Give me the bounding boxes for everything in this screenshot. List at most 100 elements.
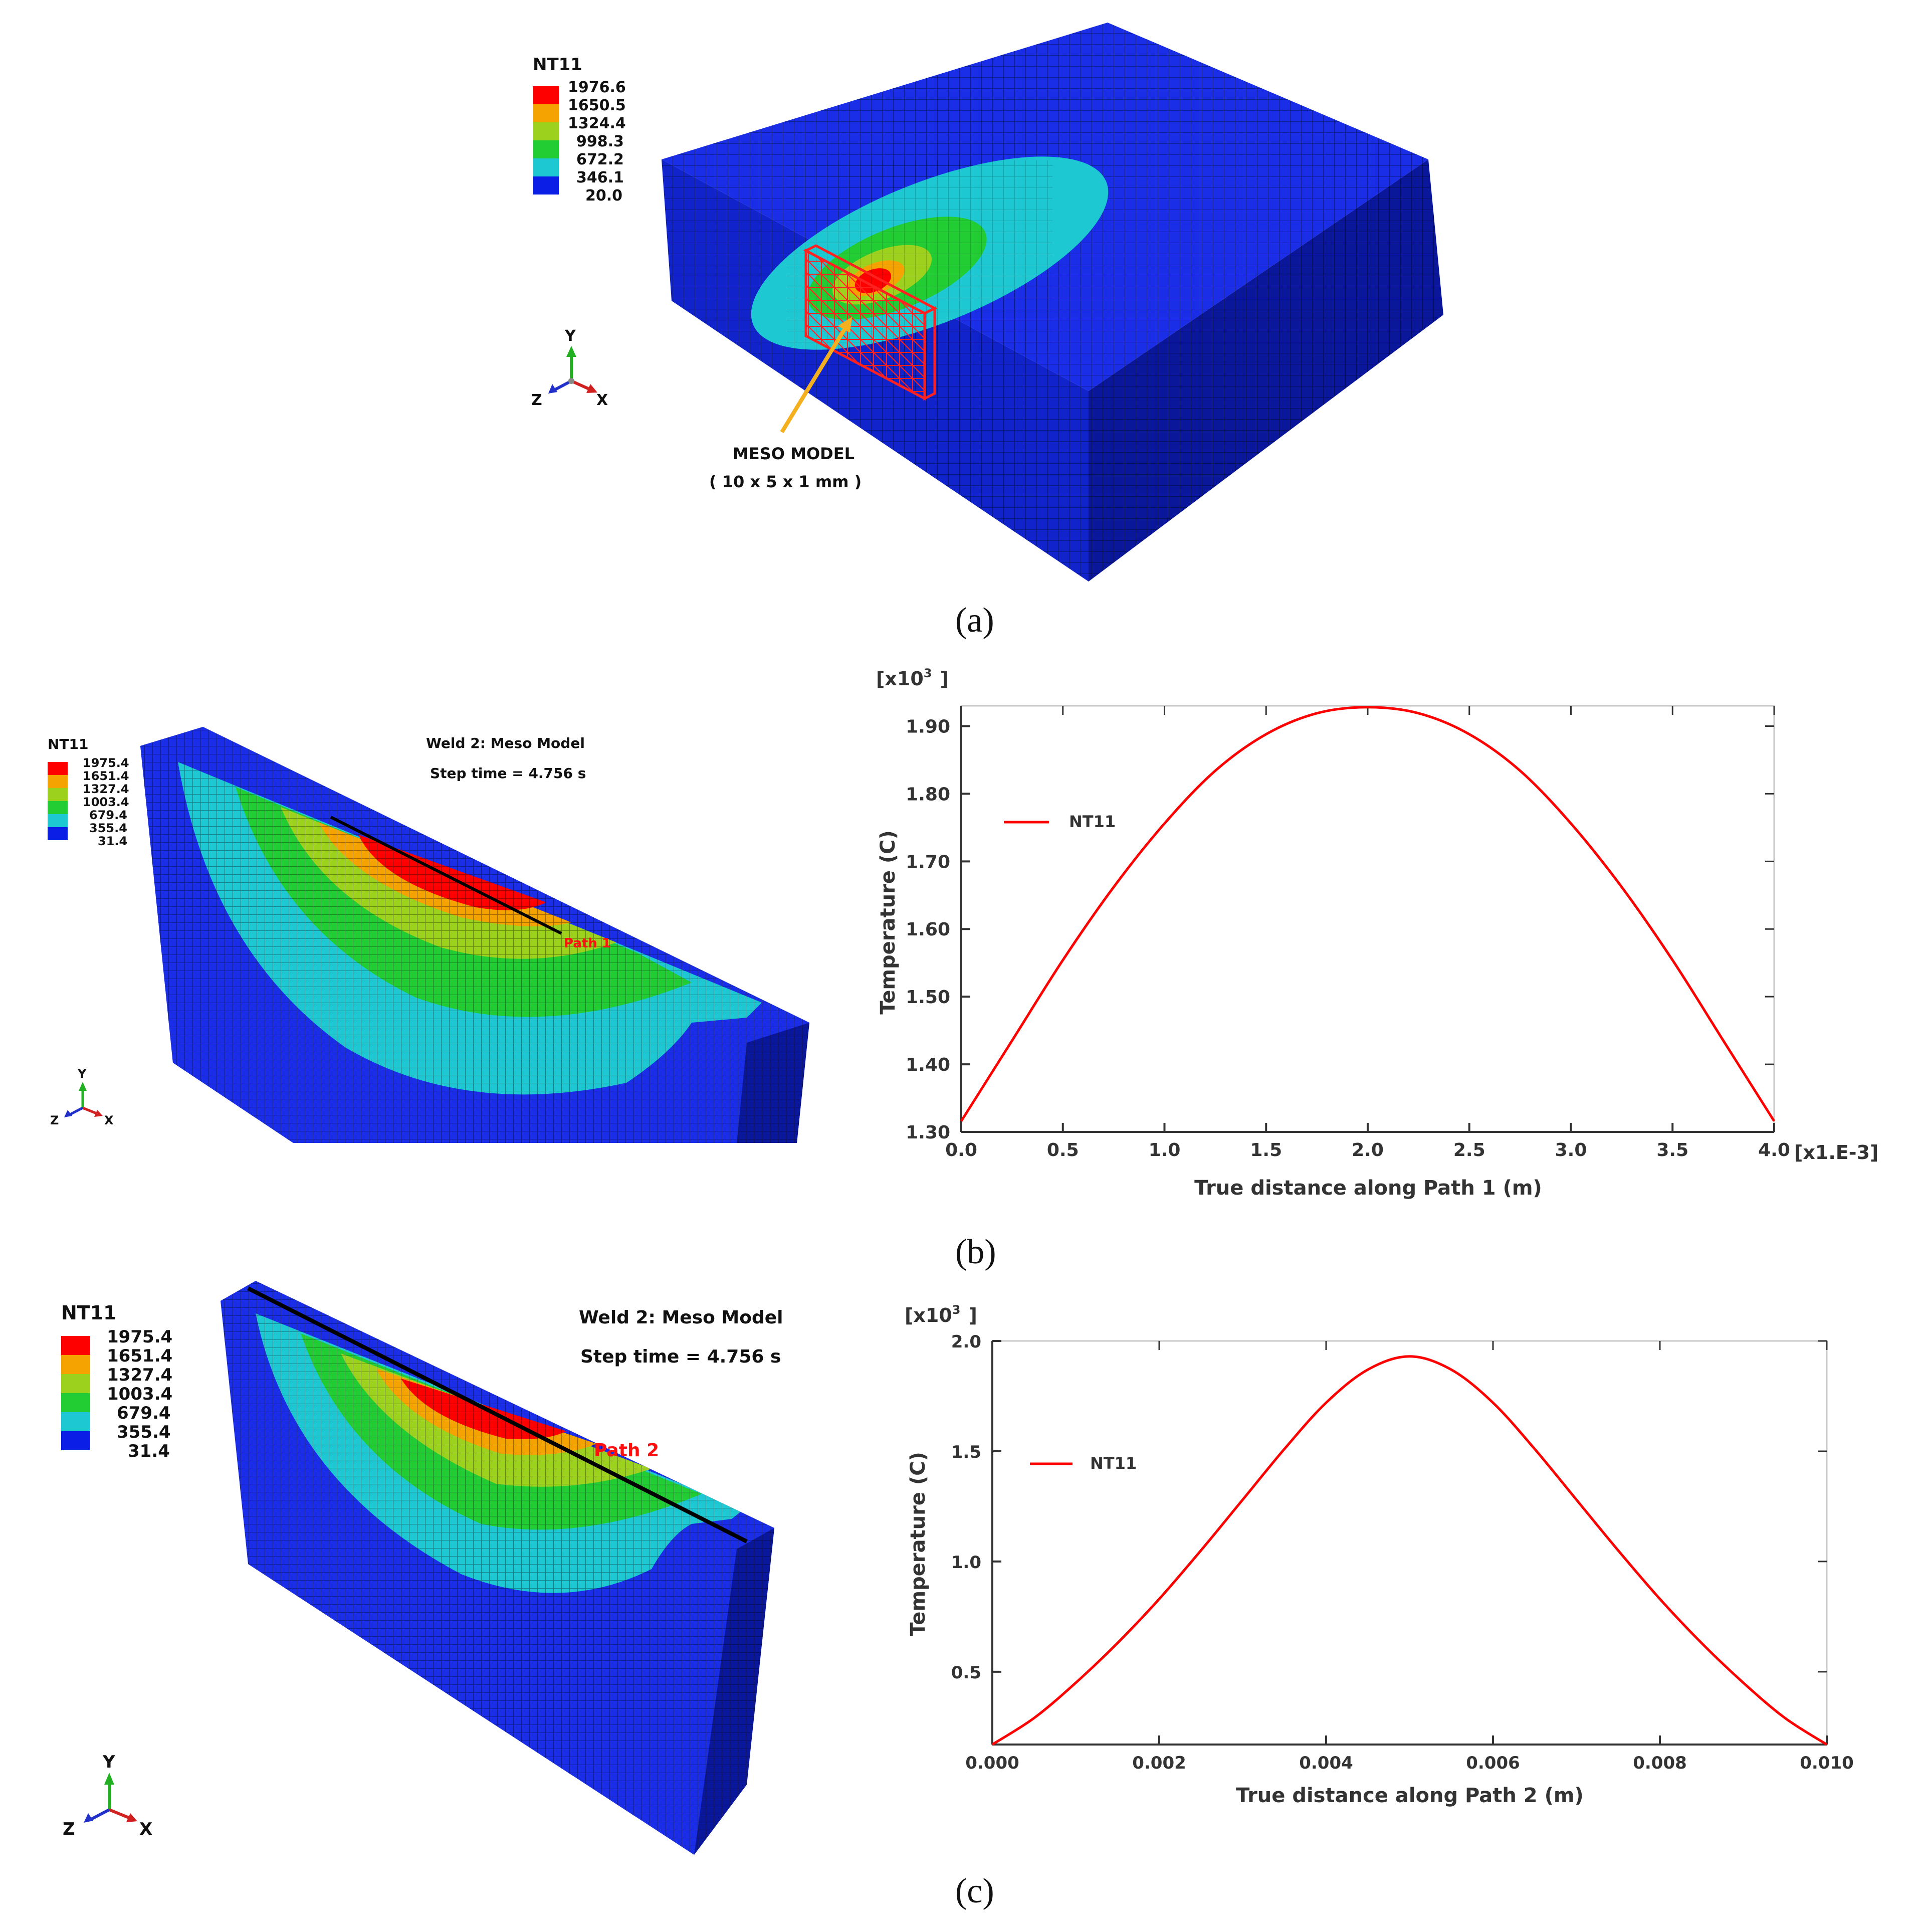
- y-tick-label: 1.70: [906, 852, 950, 872]
- legend-value-a-5: 346.1: [576, 169, 624, 186]
- legend-chart-1: NT11: [1004, 812, 1116, 831]
- chart-path-1: 0.0 0.5 1.0 1.5 2.0 2.5 3.0 3.5 4.0 1.30 1.40 1.50 1…: [876, 666, 1878, 1200]
- axis-label-y-a: Y: [564, 327, 576, 345]
- chart-path-2: 0.000 0.002 0.004 0.006 0.008 0.010 0.5 1.0 1.5 2…: [905, 1303, 1854, 1807]
- y-tick-label: 1.30: [906, 1122, 950, 1143]
- legend-value-a-0: 1976.6: [568, 79, 626, 96]
- legend-value-a-2: 1324.4: [568, 115, 626, 132]
- axis-triad-a: Y Z X: [531, 327, 608, 409]
- panel-b-model: NT11 1975.4 1651.4 1327.4 1003.4 679.4 3…: [48, 727, 809, 1143]
- macro-model-block: [662, 23, 1443, 582]
- x-tick-label: 1.0: [1149, 1140, 1181, 1161]
- y-multiplier-exp-1: 3: [924, 666, 932, 680]
- annotation-line-1: MESO MODEL: [733, 444, 854, 463]
- legend-title-a: NT11: [533, 55, 582, 75]
- x-tick-label: 3.0: [1555, 1140, 1587, 1161]
- axis-label-z-b: Z: [50, 1113, 59, 1127]
- x-tick-label: 0.008: [1633, 1753, 1687, 1773]
- y-axis-label-chart-2: Temperature (C): [907, 1452, 930, 1636]
- legend-chart-2: NT11: [1030, 1454, 1137, 1473]
- plot-frame-1: [960, 705, 1775, 1133]
- axis-label-z-a: Z: [531, 392, 542, 409]
- legend-value-b-2: 1327.4: [83, 782, 129, 796]
- y-multiplier-chart-2: [x103]: [905, 1303, 977, 1326]
- path-1-line: [330, 816, 562, 935]
- panel-c-model: NT11 1975.4 1651.4 1327.4 1003.4 679.4 3…: [61, 1281, 783, 1855]
- step-time-c: Step time = 4.756 s: [580, 1346, 781, 1367]
- legend-swatch-cyan: [533, 158, 559, 176]
- meso-model-section-b: Path 1: [140, 727, 809, 1143]
- y-multiplier-chart-1: [x103]: [876, 666, 949, 690]
- caption-b: (b): [955, 1233, 996, 1271]
- legend-value-b-4: 679.4: [89, 808, 127, 822]
- x-tick-label: 1.5: [1250, 1140, 1282, 1161]
- series-line-nt11-path1: [960, 706, 1776, 1122]
- x-axis-label-chart-2: True distance along Path 2 (m): [1236, 1784, 1584, 1807]
- path-1-label: Path 1: [564, 936, 611, 951]
- meso-model-wireframe: [803, 244, 938, 401]
- legend-label-chart-1: NT11: [1069, 812, 1116, 831]
- legend-swatch-orange: [533, 104, 559, 122]
- y-tick-label: 1.40: [906, 1055, 950, 1075]
- y-tick-label: 1.5: [951, 1442, 981, 1462]
- model-title-c: Weld 2: Meso Model: [579, 1307, 783, 1328]
- y-tick-label: 2.0: [951, 1332, 981, 1352]
- legend-value-a-4: 672.2: [576, 151, 624, 168]
- y-tick-label: 1.60: [906, 919, 950, 940]
- axis-label-x-b: X: [104, 1113, 114, 1127]
- plot-frame-2: [991, 1340, 1828, 1746]
- color-legend-c: [61, 1336, 90, 1450]
- y-multiplier-suffix-1: ]: [940, 668, 948, 690]
- panel-a: NT11 1976.6 1650.5 1324.4 998.3 672.2 34…: [531, 23, 1443, 640]
- x-tick-label: 2.5: [1453, 1140, 1485, 1161]
- legend-title-b: NT11: [48, 736, 89, 752]
- y-tick-label: 0.5: [951, 1663, 981, 1683]
- x-tick-label: 0.004: [1299, 1753, 1353, 1773]
- legend-value-b-3: 1003.4: [83, 795, 129, 809]
- legend-swatch-yellowgreen: [533, 122, 559, 140]
- y-axis-label-chart-1: Temperature (C): [877, 830, 900, 1015]
- y-tick-label: 1.90: [906, 716, 950, 737]
- axis-triad-c: Y Z X: [63, 1752, 152, 1839]
- legend-value-a-6: 20.0: [585, 187, 622, 205]
- color-legend-a: [533, 86, 559, 195]
- path-2-line: [247, 1286, 748, 1543]
- y-tick-label: 1.50: [906, 987, 950, 1008]
- legend-value-b-0: 1975.4: [83, 756, 129, 770]
- y-tick-label: 1.0: [951, 1553, 981, 1573]
- axis-label-x-a: X: [596, 392, 608, 409]
- meso-model-annotation: MESO MODEL ( 10 x 5 x 1 mm ): [709, 317, 862, 491]
- legend-value-a-3: 998.3: [576, 133, 624, 150]
- x-tick-label: 0.010: [1800, 1753, 1854, 1773]
- y-multiplier-prefix-2: [x10: [905, 1304, 952, 1326]
- path-2-label: Path 2: [594, 1440, 659, 1461]
- x-tick-label: 2.0: [1352, 1140, 1384, 1161]
- legend-value-c-6: 31.4: [128, 1441, 170, 1461]
- legend-value-a-1: 1650.5: [568, 97, 626, 114]
- x-tick-label: 0.0: [945, 1140, 977, 1161]
- legend-value-c-4: 679.4: [117, 1403, 171, 1423]
- caption-c: (c): [955, 1872, 994, 1910]
- x-multiplier-chart-1: [x1.E-3]: [1794, 1141, 1878, 1164]
- y-multiplier-prefix-1: [x10: [876, 668, 924, 690]
- color-legend-b: [48, 762, 68, 840]
- legend-value-c-3: 1003.4: [107, 1384, 172, 1404]
- x-tick-label: 0.006: [1466, 1753, 1520, 1773]
- y-tick-label: 1.80: [906, 784, 950, 805]
- legend-swatch-blue: [533, 176, 559, 195]
- axis-label-y-c: Y: [102, 1752, 115, 1772]
- axis-label-x-c: X: [139, 1819, 152, 1839]
- axis-label-y-b: Y: [77, 1067, 87, 1081]
- legend-value-c-5: 355.4: [117, 1422, 171, 1442]
- caption-a: (a): [955, 601, 994, 640]
- legend-value-c-1: 1651.4: [107, 1346, 172, 1366]
- x-tick-label: 0.002: [1132, 1753, 1186, 1773]
- legend-value-c-0: 1975.4: [107, 1327, 172, 1347]
- model-title-b: Weld 2: Meso Model: [426, 735, 585, 751]
- meso-model-section-c: Path 2: [221, 1281, 774, 1855]
- axis-triad-b: Y Z X: [50, 1067, 114, 1127]
- y-multiplier-exp-2: 3: [952, 1303, 961, 1317]
- x-tick-label: 0.000: [965, 1753, 1019, 1773]
- legend-swatch-green: [533, 140, 559, 158]
